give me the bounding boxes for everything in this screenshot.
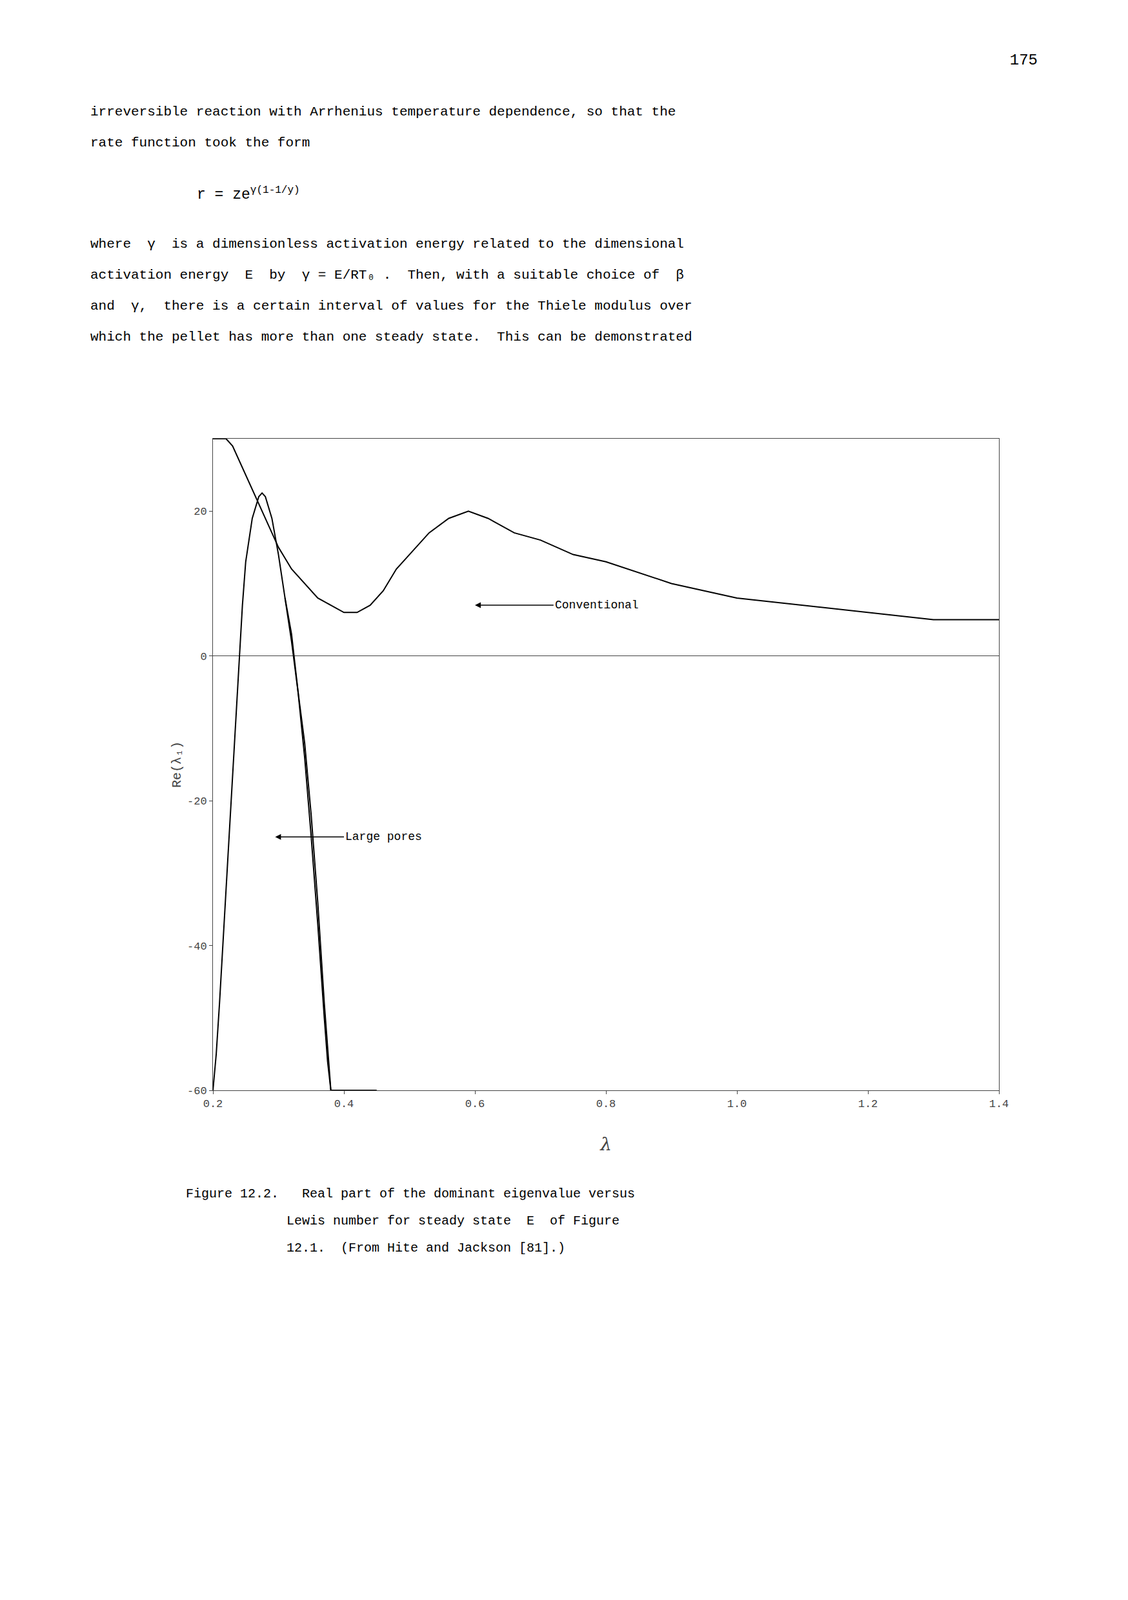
html-text:175: 175 bbox=[1009, 51, 1038, 70]
svg-text:1.2: 1.2 bbox=[858, 1098, 879, 1111]
svg-text:0.8: 0.8 bbox=[596, 1098, 617, 1111]
svg-text:0: 0 bbox=[200, 651, 207, 664]
svg-text:0.2: 0.2 bbox=[203, 1098, 224, 1111]
html-text:rate function took the form: rate function took the form bbox=[90, 135, 310, 151]
html-text:activation energy E by γ = E/R: activation energy E by γ = E/RT₀ . Then,… bbox=[90, 267, 685, 283]
svg-text:Re(λ₁): Re(λ₁) bbox=[169, 741, 185, 788]
svg-text:20: 20 bbox=[193, 505, 207, 519]
svg-text:1.4: 1.4 bbox=[989, 1098, 1010, 1111]
html-text:Figure 12.2. Real part of the: Figure 12.2. Real part of the dominant e… bbox=[185, 1186, 636, 1202]
html-text:12.1. (From Hite and Jackson [: 12.1. (From Hite and Jackson [81].) bbox=[185, 1240, 566, 1256]
svg-text:-20: -20 bbox=[187, 795, 208, 808]
html-text:and γ, there is a certain inte: and γ, there is a certain interval of va… bbox=[90, 298, 693, 314]
html-text:Lewis number for steady state: Lewis number for steady state E of Figur… bbox=[185, 1213, 620, 1229]
html-text:irreversible reaction with Arr: irreversible reaction with Arrhenius tem… bbox=[90, 104, 676, 120]
html-text:r = zeγ(1-1/y): r = zeγ(1-1/y) bbox=[196, 184, 300, 204]
svg-text:Large pores: Large pores bbox=[345, 830, 423, 844]
svg-text:0.4: 0.4 bbox=[334, 1098, 355, 1111]
svg-text:Conventional: Conventional bbox=[554, 598, 639, 612]
svg-text:0.6: 0.6 bbox=[465, 1098, 486, 1111]
svg-text:-60: -60 bbox=[187, 1085, 208, 1098]
html-text:which the pellet has more than: which the pellet has more than one stead… bbox=[90, 329, 693, 345]
svg-text:-40: -40 bbox=[187, 940, 208, 954]
svg-text:λ: λ bbox=[599, 1133, 612, 1156]
html-text:where γ is a dimensionless act: where γ is a dimensionless activation en… bbox=[90, 236, 685, 252]
svg-text:1.0: 1.0 bbox=[727, 1098, 748, 1111]
